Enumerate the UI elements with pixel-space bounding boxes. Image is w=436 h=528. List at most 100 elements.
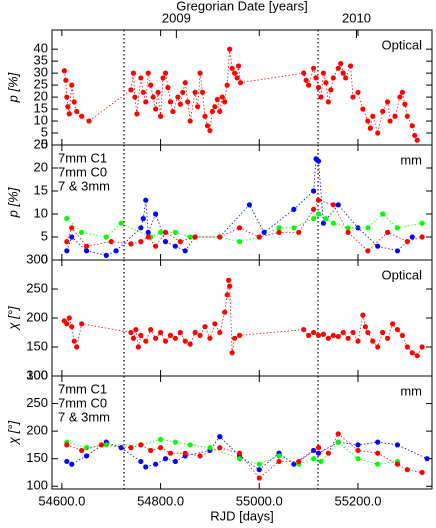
data-point xyxy=(148,327,154,333)
data-point xyxy=(98,442,104,448)
data-point xyxy=(313,75,319,81)
series-line xyxy=(66,438,398,465)
series-line xyxy=(66,435,428,471)
data-point xyxy=(397,94,403,100)
data-point xyxy=(380,211,386,217)
series-line xyxy=(63,49,418,141)
data-point xyxy=(315,450,322,456)
data-point xyxy=(394,225,401,231)
y-tick-label: 40 xyxy=(34,41,48,56)
data-point xyxy=(197,453,203,459)
data-point xyxy=(143,99,149,105)
y-tick-label: 5 xyxy=(41,228,48,243)
data-point xyxy=(167,332,174,338)
data-point xyxy=(296,458,302,465)
data-point xyxy=(399,89,405,95)
data-point xyxy=(172,243,178,249)
data-point xyxy=(167,99,174,105)
data-point xyxy=(64,321,70,327)
data-point xyxy=(394,248,401,254)
data-point xyxy=(138,332,144,338)
legend-entry: 7mm C1 xyxy=(58,381,107,396)
data-point xyxy=(328,87,334,93)
data-point xyxy=(236,239,243,245)
data-point xyxy=(231,335,238,341)
data-point xyxy=(207,445,213,451)
series-line xyxy=(66,433,423,479)
y-tick-label: 300 xyxy=(26,251,48,266)
data-point xyxy=(301,70,307,76)
data-point xyxy=(222,309,228,315)
data-point xyxy=(140,89,146,95)
data-point xyxy=(155,89,161,95)
data-point xyxy=(330,332,336,338)
data-point xyxy=(157,445,164,451)
data-point xyxy=(318,458,324,465)
data-point xyxy=(202,324,208,330)
y-tick-label: 30 xyxy=(34,65,48,80)
data-point xyxy=(162,70,169,76)
data-point xyxy=(236,225,243,231)
data-point xyxy=(387,118,393,124)
data-point xyxy=(310,206,317,212)
data-point xyxy=(343,75,349,81)
data-point xyxy=(69,461,75,467)
y-tick-label: 15 xyxy=(34,182,48,197)
y-tick-label: 200 xyxy=(26,423,48,438)
data-point xyxy=(148,447,154,454)
data-point xyxy=(79,113,85,119)
data-point xyxy=(226,277,232,283)
y-axis-title: χ [°] xyxy=(5,421,20,446)
y-tick-label: 20 xyxy=(34,89,48,104)
data-point xyxy=(315,332,322,338)
data-point xyxy=(340,329,346,336)
data-point xyxy=(128,241,134,247)
data-point xyxy=(177,239,183,245)
data-point xyxy=(419,220,425,226)
data-point xyxy=(320,70,327,76)
data-point xyxy=(335,333,341,340)
data-point xyxy=(135,344,141,350)
data-point xyxy=(103,252,109,258)
x-tick-label: 54800.0 xyxy=(137,493,184,508)
data-point xyxy=(79,229,85,235)
y-axis-title: p [%] xyxy=(5,72,20,103)
data-point xyxy=(345,335,351,341)
data-point xyxy=(113,248,119,254)
data-point xyxy=(350,329,356,336)
data-point xyxy=(340,70,346,76)
data-point xyxy=(409,350,415,356)
y-tick-label: 35 xyxy=(34,53,48,68)
data-point xyxy=(217,445,223,451)
data-point xyxy=(83,453,90,459)
data-point xyxy=(347,63,354,69)
x2-tick-label: 2010 xyxy=(342,10,371,25)
data-point xyxy=(207,335,213,341)
data-point xyxy=(217,329,223,336)
data-point xyxy=(236,450,243,456)
data-point xyxy=(153,335,159,341)
data-point xyxy=(301,327,307,333)
annotation: Optical xyxy=(382,37,423,52)
data-point xyxy=(325,450,331,456)
data-point xyxy=(375,344,381,350)
data-point xyxy=(384,229,391,235)
data-point xyxy=(330,202,336,208)
data-point xyxy=(204,123,211,129)
data-point xyxy=(315,197,322,203)
data-point xyxy=(153,243,159,249)
data-point xyxy=(148,82,154,88)
data-point xyxy=(172,335,178,341)
data-point xyxy=(182,338,188,344)
data-point xyxy=(172,439,178,445)
data-point xyxy=(202,113,208,119)
y-tick-label: 25 xyxy=(34,136,48,151)
y-tick-label: 10 xyxy=(34,112,48,127)
data-point xyxy=(175,94,181,100)
data-point xyxy=(276,225,282,231)
data-point xyxy=(235,63,242,69)
data-point xyxy=(404,239,410,245)
data-point xyxy=(160,75,166,81)
data-point xyxy=(134,111,140,117)
